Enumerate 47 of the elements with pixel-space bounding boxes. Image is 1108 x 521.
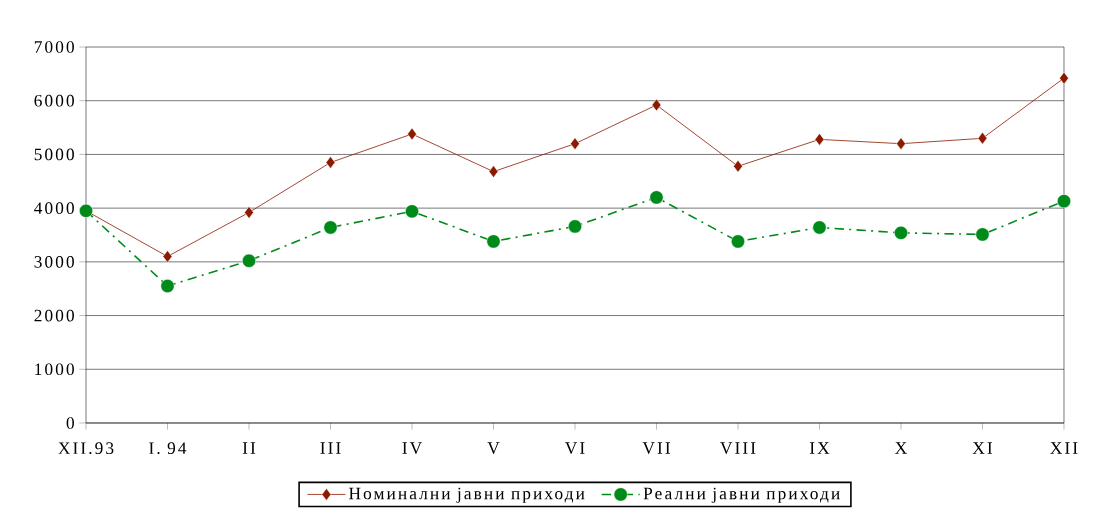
legend-label: Реални јавни приходи xyxy=(643,487,840,503)
y-tick-label: 1000 xyxy=(35,363,74,376)
x-tick-label: V xyxy=(487,442,500,454)
x-tick-label: X xyxy=(895,442,907,454)
y-tick-label: 7000 xyxy=(34,41,74,53)
point xyxy=(651,98,662,112)
point xyxy=(975,227,990,242)
point xyxy=(1057,194,1071,209)
point xyxy=(649,190,664,205)
point xyxy=(570,137,580,150)
point xyxy=(405,204,419,219)
point xyxy=(977,132,988,145)
x-tick-label: VII xyxy=(642,442,670,454)
point xyxy=(486,234,501,249)
y-tick-label: 3000 xyxy=(34,256,74,268)
point xyxy=(244,206,254,219)
y-tick-label: 5000 xyxy=(34,148,74,161)
legend-label: Номинални јавни приходи xyxy=(349,487,585,503)
point xyxy=(242,253,256,268)
point xyxy=(731,234,745,249)
y-tick-label: 2000 xyxy=(34,309,74,322)
point xyxy=(160,279,175,293)
x-tick-label: XI xyxy=(972,442,993,454)
x-tick-label: I. 94 xyxy=(149,442,187,455)
x-tick-label: VIII xyxy=(720,442,756,454)
x-tick-label: IV xyxy=(402,442,422,454)
point xyxy=(733,159,743,173)
x-tick-label: XII xyxy=(1050,442,1078,454)
x-tick-label: XII.93 xyxy=(58,442,114,455)
x-tick-label: VI xyxy=(565,442,585,454)
point xyxy=(488,165,499,178)
x-tick-label: IX xyxy=(809,442,830,454)
point xyxy=(162,250,173,263)
point xyxy=(323,220,338,235)
point xyxy=(896,137,906,150)
point xyxy=(568,219,582,234)
point xyxy=(325,156,336,169)
point xyxy=(1059,71,1069,85)
point xyxy=(407,127,417,141)
point xyxy=(814,133,825,146)
x-tick-label: II xyxy=(242,442,256,454)
y-tick-label: 0 xyxy=(66,417,74,429)
y-tick-label: 4000 xyxy=(34,202,74,214)
point xyxy=(894,225,908,240)
point xyxy=(812,220,827,235)
y-tick-label: 6000 xyxy=(34,94,74,107)
x-tick-label: III xyxy=(320,442,341,454)
